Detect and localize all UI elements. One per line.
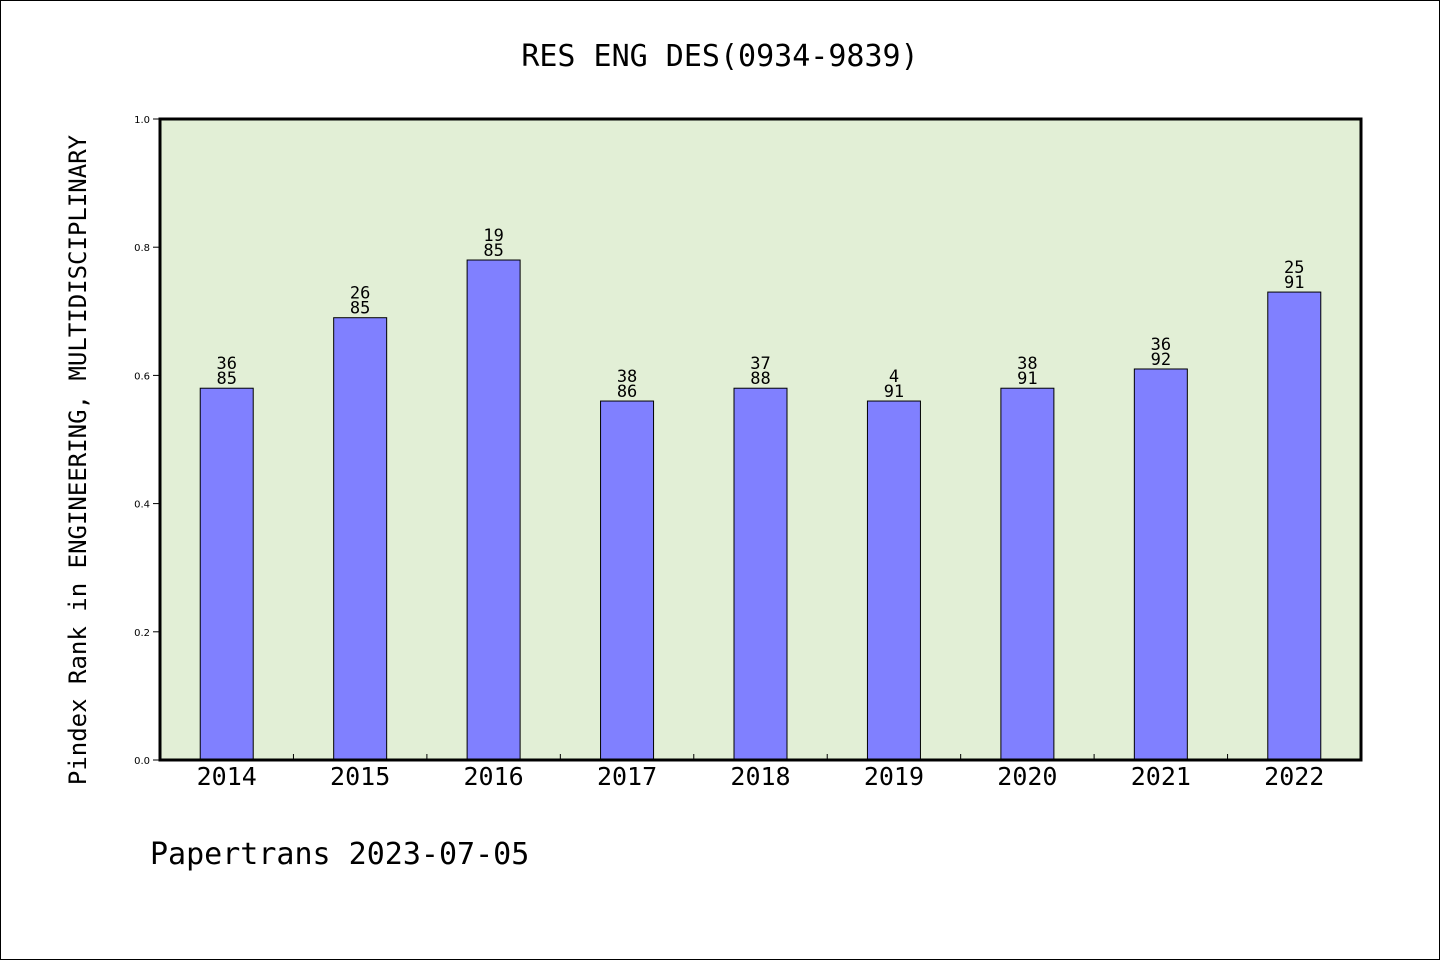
bar-total-label: 88	[750, 369, 770, 389]
x-axis: 2014 2015 2016 2017 2018 2019 2020 2021 2022	[197, 754, 1324, 791]
bar-2022	[1267, 291, 1322, 761]
bar-rank-label: 38	[617, 367, 637, 387]
plot-border	[158, 117, 1363, 762]
x-tick-label: 2019	[864, 762, 924, 791]
x-tick-label: 2017	[597, 762, 657, 791]
y-tick-label: 0.8	[134, 243, 150, 254]
bar-total-label: 86	[617, 382, 637, 402]
bar-2019	[866, 400, 921, 761]
y-tick-label: 0.4	[134, 500, 150, 511]
bar-rank-label: 19	[483, 226, 503, 246]
chart-title: RES ENG DES(0934-9839)	[521, 39, 918, 74]
footer-credit: Papertrans 2023-07-05	[150, 837, 529, 872]
bar-total-label: 91	[1284, 273, 1304, 293]
bar-rank-label: 37	[750, 354, 770, 374]
x-tick-label: 2016	[464, 762, 524, 791]
bar-2017	[600, 400, 655, 761]
bar-total-label: 92	[1151, 350, 1171, 370]
y-tick-label: 1.0	[134, 115, 150, 126]
bar-rank-label: 36	[1151, 335, 1171, 355]
y-axis: 0.0 0.2 0.4 0.6 0.8 1.0	[134, 115, 160, 767]
y-tick-label: 0.2	[134, 628, 150, 639]
x-tick-label: 2020	[997, 762, 1057, 791]
bar-rank-label: 26	[350, 284, 370, 304]
x-tick-label: 2018	[730, 762, 790, 791]
bar-total-label: 91	[1017, 369, 1037, 389]
bar-rank-label: 25	[1284, 258, 1304, 278]
x-tick-label: 2021	[1131, 762, 1191, 791]
bar-rank-label: 36	[216, 354, 236, 374]
x-tick-label: 2015	[330, 762, 390, 791]
bar-2015	[333, 317, 388, 761]
bar-2021	[1133, 368, 1188, 761]
bar-rank-label: 4	[889, 367, 899, 387]
bar-2014	[199, 387, 254, 761]
x-tick-label: 2014	[197, 762, 257, 791]
y-tick-label: 0.0	[134, 756, 150, 767]
bar-total-label: 91	[884, 382, 904, 402]
bar-2020	[1000, 387, 1055, 761]
x-tick-label: 2022	[1264, 762, 1324, 791]
bar-rank-label: 38	[1017, 354, 1037, 374]
y-tick-label: 0.6	[134, 371, 150, 382]
bar-total-label: 85	[350, 299, 370, 319]
y-axis-label: Pindex Rank in ENGINEERING, MULTIDISCIPL…	[64, 134, 92, 785]
bar-2016	[466, 259, 521, 761]
bar-total-label: 85	[216, 369, 236, 389]
bar-2018	[733, 387, 788, 761]
bar-total-label: 85	[483, 241, 503, 261]
